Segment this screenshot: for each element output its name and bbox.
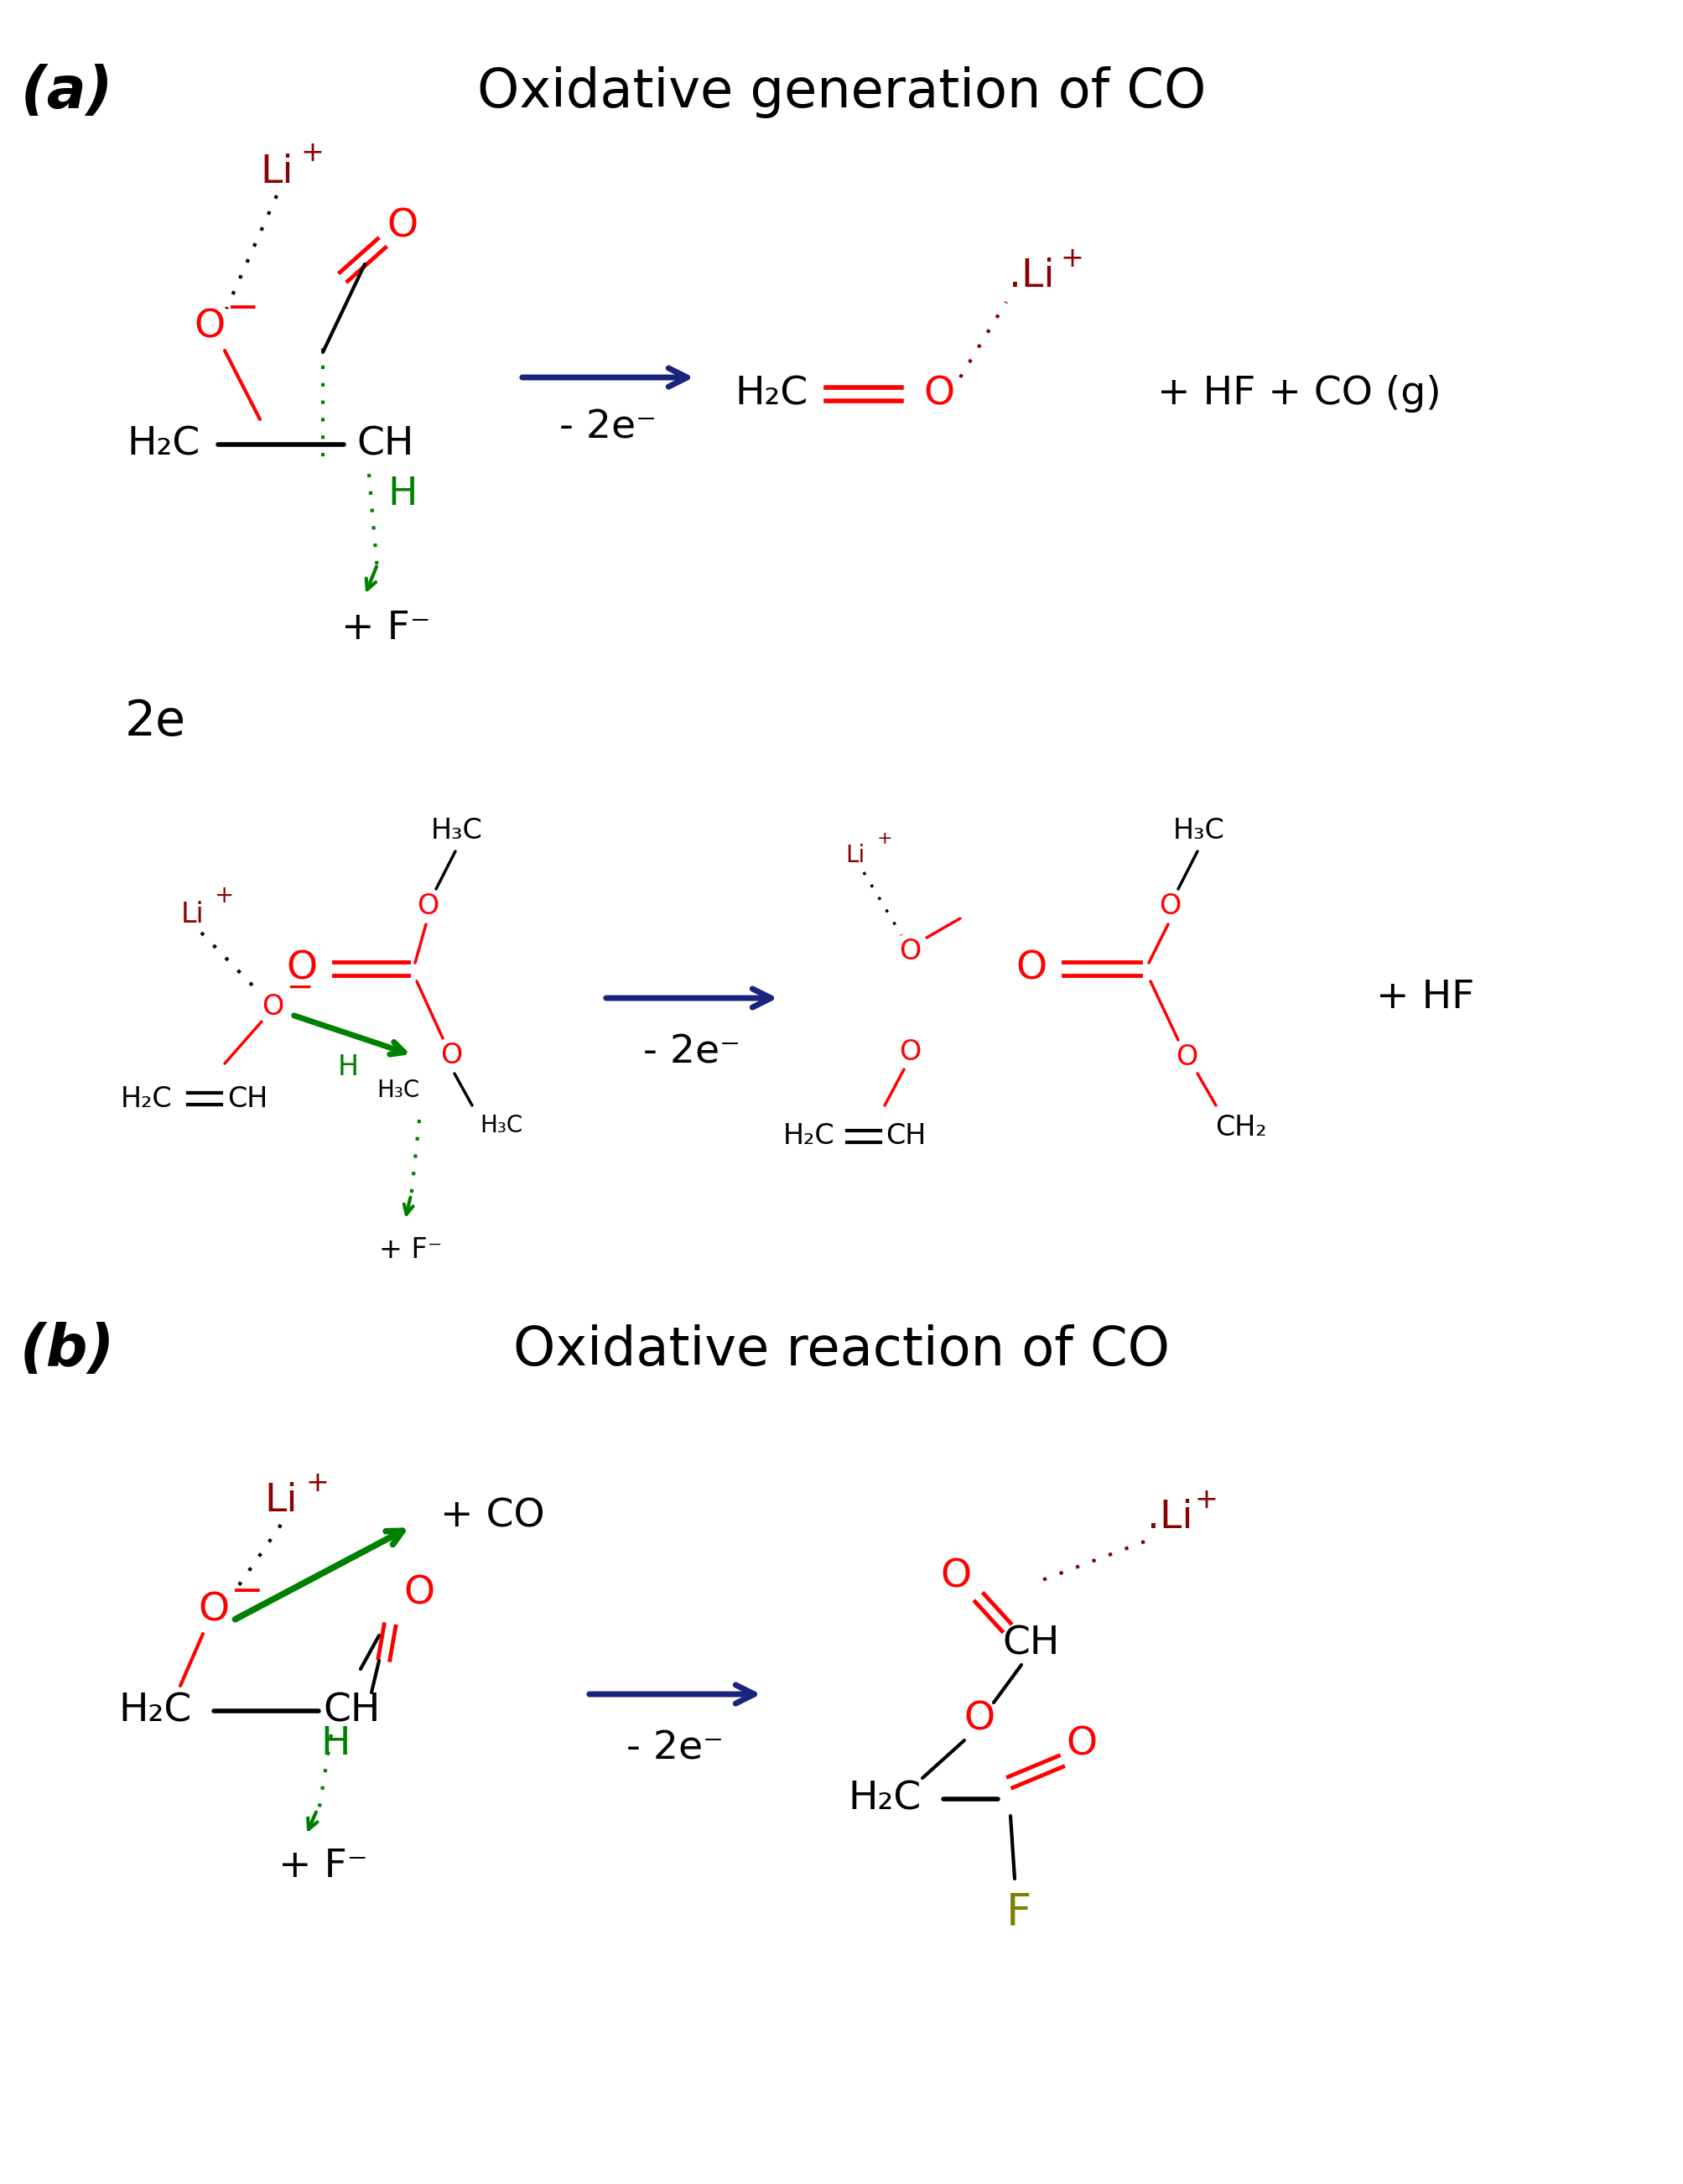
Text: + F⁻: + F⁻ <box>278 1848 367 1885</box>
Text: O: O <box>1065 1725 1097 1762</box>
Text: H₃C: H₃C <box>431 817 483 845</box>
Text: O: O <box>899 939 921 965</box>
Text: O: O <box>416 891 439 919</box>
Text: .Li: .Li <box>1008 258 1054 295</box>
Text: Li: Li <box>264 1483 298 1520</box>
Text: +: + <box>1193 1485 1217 1514</box>
Text: −: − <box>227 290 259 328</box>
Text: H₂C: H₂C <box>734 376 808 413</box>
Text: O: O <box>199 1592 229 1629</box>
Text: H: H <box>387 476 417 513</box>
Text: CH: CH <box>227 1085 268 1112</box>
Text: - 2e⁻: - 2e⁻ <box>626 1730 724 1767</box>
Text: O: O <box>963 1701 995 1738</box>
Text: O: O <box>1015 950 1047 987</box>
Text: H₂C: H₂C <box>121 1085 172 1112</box>
Text: H₂C: H₂C <box>783 1123 835 1151</box>
Text: 2e: 2e <box>125 697 185 745</box>
Text: +: + <box>877 830 892 847</box>
Text: O: O <box>924 376 954 413</box>
Text: +: + <box>305 1470 328 1496</box>
Text: O: O <box>439 1042 461 1068</box>
Text: (b): (b) <box>20 1321 114 1378</box>
Text: O: O <box>899 1040 921 1066</box>
Text: (a): (a) <box>20 63 113 120</box>
Text: CH: CH <box>885 1123 926 1151</box>
Text: H₃C: H₃C <box>1173 817 1225 845</box>
Text: .Li: .Li <box>1146 1498 1192 1538</box>
Text: H₂C: H₂C <box>848 1780 921 1817</box>
Text: O: O <box>261 992 283 1020</box>
Text: + CO: + CO <box>439 1498 545 1535</box>
Text: + F⁻: + F⁻ <box>342 609 431 649</box>
Text: H: H <box>337 1053 358 1081</box>
Text: CH: CH <box>1003 1625 1060 1662</box>
Text: CH: CH <box>323 1693 380 1730</box>
Text: O: O <box>1175 1044 1197 1070</box>
Text: O: O <box>387 207 417 245</box>
Text: −: − <box>231 1572 264 1612</box>
Text: H₂C: H₂C <box>118 1693 192 1730</box>
Text: O: O <box>939 1557 971 1597</box>
Text: + HF: + HF <box>1375 978 1474 1018</box>
Text: CH₂: CH₂ <box>1215 1114 1266 1142</box>
Text: CH: CH <box>357 426 414 463</box>
Text: +: + <box>300 140 323 168</box>
Text: Oxidative reaction of CO: Oxidative reaction of CO <box>513 1324 1170 1376</box>
Text: +: + <box>215 885 234 909</box>
Text: Li: Li <box>261 153 293 190</box>
Text: H₃C: H₃C <box>377 1079 419 1103</box>
Text: - 2e⁻: - 2e⁻ <box>643 1033 741 1072</box>
Text: −: − <box>286 972 313 1005</box>
Text: F: F <box>1006 1891 1032 1935</box>
Text: +: + <box>1060 245 1082 273</box>
Text: Li: Li <box>182 900 204 928</box>
Text: + HF + CO (g): + HF + CO (g) <box>1156 376 1441 413</box>
Text: Oxidative generation of CO: Oxidative generation of CO <box>478 66 1205 118</box>
Text: H₂C: H₂C <box>126 426 200 463</box>
Text: Li: Li <box>845 843 865 867</box>
Text: O: O <box>286 950 318 987</box>
Text: - 2e⁻: - 2e⁻ <box>559 408 656 446</box>
Text: + F⁻: + F⁻ <box>379 1236 443 1265</box>
Text: O: O <box>1158 891 1180 919</box>
Text: O: O <box>194 308 226 345</box>
Text: H: H <box>320 1725 350 1762</box>
Text: O: O <box>404 1575 434 1612</box>
Text: H₃C: H₃C <box>480 1114 523 1138</box>
